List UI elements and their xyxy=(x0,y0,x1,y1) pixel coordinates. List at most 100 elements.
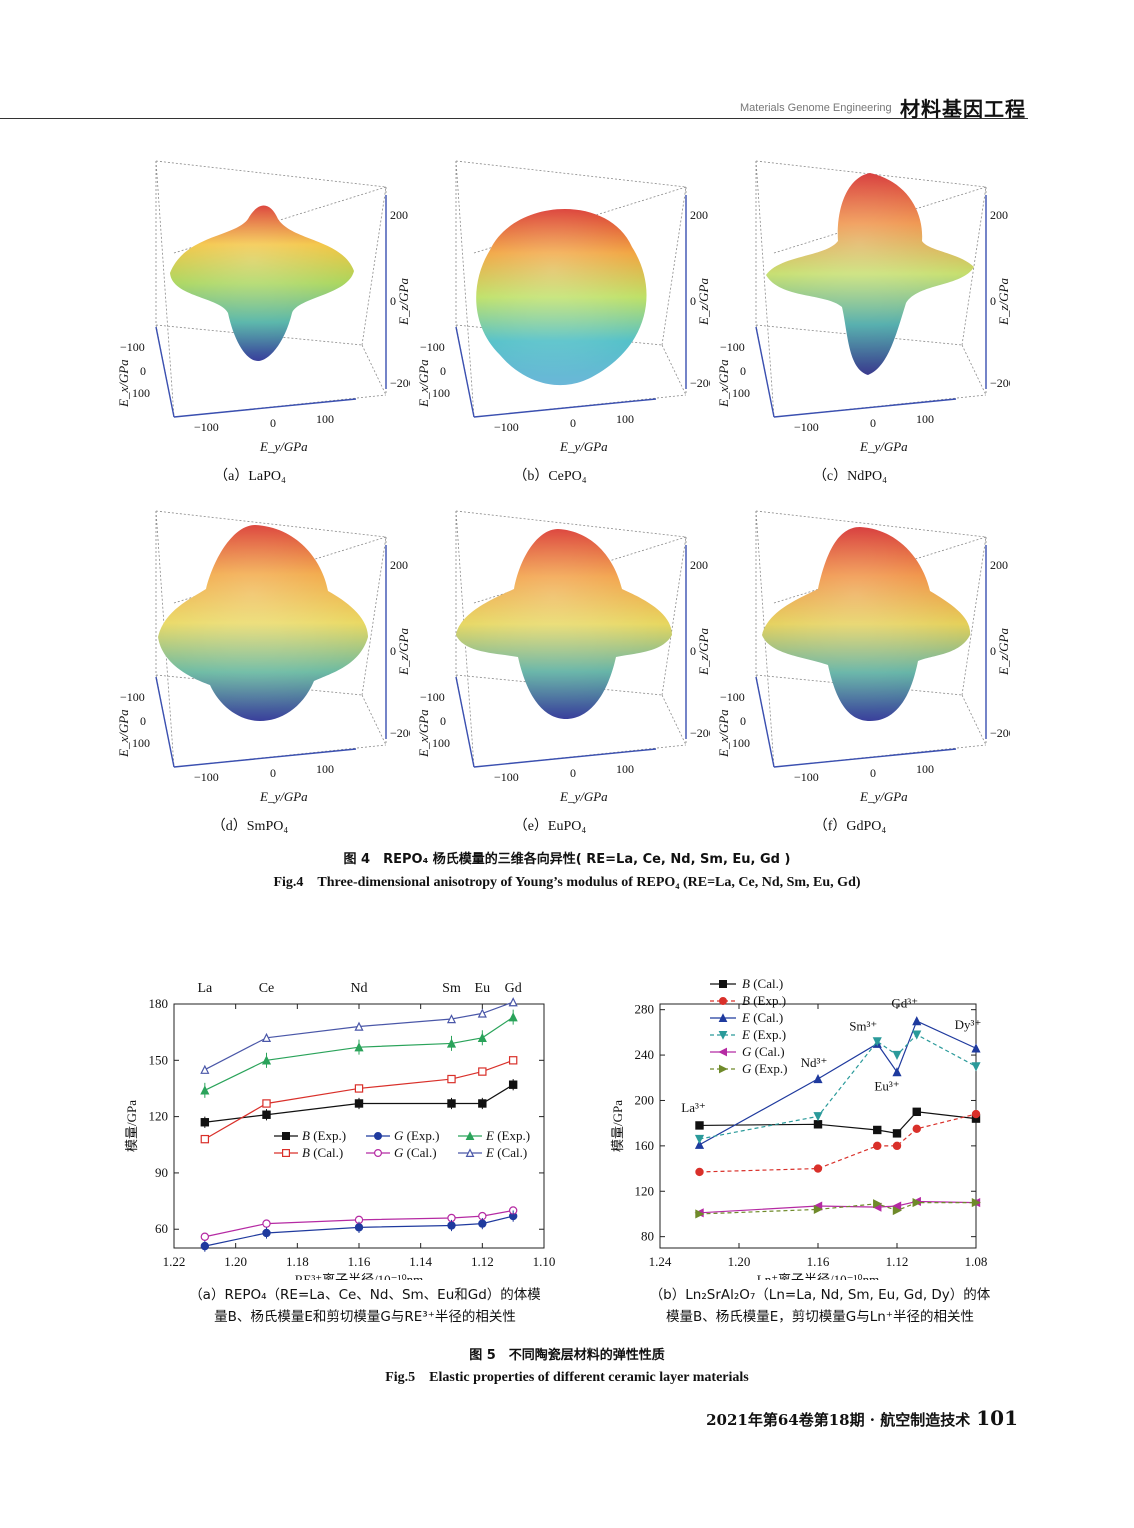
figure-4-title-cn: 图 4 REPO₄ 杨氏模量的三维各向异性( RE=La, Ce, Nd, Sm… xyxy=(343,852,791,867)
series-line xyxy=(204,1084,514,1123)
data-point xyxy=(912,1030,922,1040)
figure-5-title-cn: 图 5 不同陶瓷层材料的弹性性质 xyxy=(469,1348,665,1363)
chart-a-caption: （a）REPO₄（RE=La、Ce、Nd、Sm、Eu和Gd）的体模 量B、杨氏模… xyxy=(150,1284,580,1328)
ion-label: Nd³⁺ xyxy=(801,1055,828,1070)
svg-text:E_y/GPa: E_y/GPa xyxy=(259,439,308,454)
svg-text:0: 0 xyxy=(440,364,446,378)
header-rule xyxy=(0,118,1028,119)
figure-4-caption-b: （b）CePO₄ xyxy=(513,469,587,484)
svg-text:100: 100 xyxy=(132,386,150,400)
svg-text:0: 0 xyxy=(740,364,746,378)
figure-4-caption-f: （f）GdPO₄ xyxy=(813,819,887,834)
series-line xyxy=(204,1059,514,1140)
x-tick-label: 1.22 xyxy=(163,1254,186,1269)
chart-b-caption: （b）Ln₂SrAl₂O₇（Ln=La, Nd, Sm, Eu, Gd, Dy）… xyxy=(620,1284,1020,1328)
svg-text:E_y/GPa: E_y/GPa xyxy=(559,789,608,804)
x-tick-label: 1.10 xyxy=(533,1254,556,1269)
chart-b-caption-line2: 模量B、杨氏模量E，剪切模量G与Ln⁺半径的相关性 xyxy=(666,1309,974,1325)
svg-text:E_x/GPa: E_x/GPa xyxy=(116,709,131,758)
x-tick-label: 1.16 xyxy=(807,1254,830,1269)
svg-text:−200: −200 xyxy=(690,376,710,390)
svg-text:0: 0 xyxy=(570,416,576,430)
svg-text:0: 0 xyxy=(140,364,146,378)
svg-text:E_z/GPa: E_z/GPa xyxy=(996,628,1010,676)
y-tick-label: 200 xyxy=(635,1092,655,1107)
x-tick-label: 1.12 xyxy=(886,1254,909,1269)
svg-text:E_z/GPa: E_z/GPa xyxy=(696,628,710,676)
svg-text:−100: −100 xyxy=(194,770,219,784)
svg-text:E_x/GPa: E_x/GPa xyxy=(716,709,731,758)
element-label: La xyxy=(197,981,213,996)
y-axis-label: 模量/GPa xyxy=(124,1100,139,1152)
chart-a-caption-line2: 量B、杨氏模量E和剪切模量G与RE³⁺半径的相关性 xyxy=(214,1309,516,1325)
legend-item: B (Cal.) xyxy=(742,976,783,991)
series-line xyxy=(699,1111,977,1135)
svg-text:0: 0 xyxy=(390,644,396,658)
data-point xyxy=(873,1141,882,1151)
svg-text:0: 0 xyxy=(570,766,576,780)
svg-text:E_y/GPa: E_y/GPa xyxy=(859,789,908,804)
data-point xyxy=(892,1205,902,1216)
svg-text:100: 100 xyxy=(316,762,334,776)
svg-text:0: 0 xyxy=(270,766,276,780)
ion-label: Gd³⁺ xyxy=(891,996,918,1011)
element-label: Nd xyxy=(350,981,367,996)
series-g-exp- xyxy=(695,1198,981,1219)
x-tick-label: 1.12 xyxy=(471,1254,494,1269)
chart-b-caption-line1: （b）Ln₂SrAl₂O₇（Ln=La, Nd, Sm, Eu, Gd, Dy）… xyxy=(649,1287,991,1303)
data-point xyxy=(892,1201,902,1211)
svg-text:−100: −100 xyxy=(794,420,819,434)
figure-4-title-en: Fig.4 Three-dimensional anisotropy of Yo… xyxy=(273,875,861,890)
data-point xyxy=(872,1037,882,1047)
legend: B (Cal.) B (Exp.) E (Cal.) E (Exp.) G (Cal.)… xyxy=(710,976,788,1076)
data-point xyxy=(262,1099,271,1108)
data-point xyxy=(695,1209,705,1219)
data-point xyxy=(508,1056,518,1065)
legend: B (Exp.) G (Exp.) E (Exp.) B (Cal.) G (Cal.)… xyxy=(274,1128,530,1160)
data-point xyxy=(694,1134,705,1144)
svg-text:E_x/GPa: E_x/GPa xyxy=(116,359,131,408)
x-tick-label: 1.16 xyxy=(348,1254,371,1269)
chart-a: 1.22 1.20 1.18 1.16 1.14 1.12 1.10 60 90 120 150 18… xyxy=(124,981,556,1280)
svg-text:0: 0 xyxy=(690,294,696,308)
legend-item: E (Exp.) xyxy=(741,1027,786,1042)
svg-text:0: 0 xyxy=(870,416,876,430)
data-point xyxy=(447,1074,456,1084)
legend-item: B (Exp.) xyxy=(302,1128,346,1143)
data-point xyxy=(813,1112,823,1122)
figure-4-panel-c: −100 0 100 200 0 −200 −100 0 100 E_y/GPa E_z/GPa E_… xyxy=(710,155,1010,455)
journal-name-en: Materials Genome Engineering xyxy=(740,102,892,114)
figure-4-panel-a: −100 0 100 200 0 −200 −100 0 100 E_y/GPa E_z/GPa E_… xyxy=(110,155,410,455)
data-point xyxy=(813,1073,823,1084)
svg-text:E_x/GPa: E_x/GPa xyxy=(716,359,731,408)
svg-text:−100: −100 xyxy=(120,690,145,704)
data-point xyxy=(971,1109,981,1119)
x-tick-label: 1.24 xyxy=(649,1254,672,1269)
data-point xyxy=(200,1134,210,1144)
figure-4-caption-a: （a）LaPO₄ xyxy=(214,469,286,484)
y-tick-label: 180 xyxy=(149,996,169,1011)
svg-text:E_x/GPa: E_x/GPa xyxy=(416,359,431,408)
svg-text:−100: −100 xyxy=(420,340,445,354)
svg-text:−100: −100 xyxy=(420,690,445,704)
page-number: 101 xyxy=(976,1406,1018,1430)
svg-text:100: 100 xyxy=(132,736,150,750)
data-point xyxy=(261,1032,272,1042)
figure-5-title-en: Fig.5 Elastic properties of different ce… xyxy=(385,1370,749,1385)
figure-4-panel-e: −100 0 100 200 0 −200 −100 0 100 E_y/GPa E_z/GPa E_… xyxy=(410,505,710,805)
legend-item: B (Cal.) xyxy=(302,1145,343,1160)
svg-text:100: 100 xyxy=(616,412,634,426)
x-tick-label: 1.14 xyxy=(409,1254,432,1269)
svg-text:−100: −100 xyxy=(120,340,145,354)
data-point xyxy=(446,1014,457,1024)
svg-text:−100: −100 xyxy=(720,690,745,704)
data-point xyxy=(262,1219,271,1228)
svg-text:E_y/GPa: E_y/GPa xyxy=(559,439,608,454)
series-g-cal- xyxy=(694,1196,981,1218)
legend-item: E (Cal.) xyxy=(485,1145,527,1160)
y-tick-label: 160 xyxy=(635,1138,655,1153)
svg-text:0: 0 xyxy=(690,644,696,658)
page-footer: 2021年第64卷第18期 · 航空制造技术 101 xyxy=(706,1406,1018,1430)
element-label: Eu xyxy=(475,981,491,996)
x-tick-label: 1.08 xyxy=(965,1254,988,1269)
